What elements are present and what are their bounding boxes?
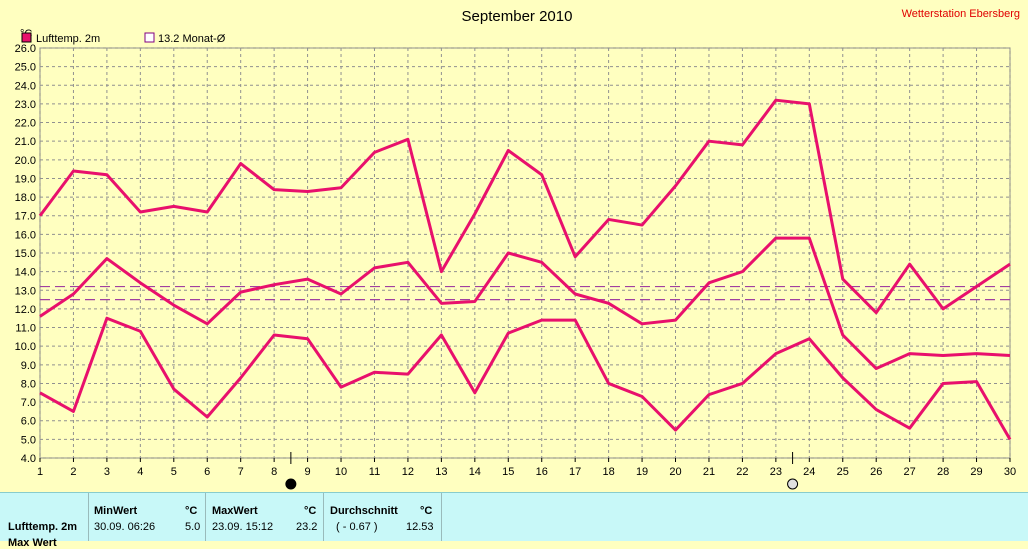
y-tick-label: 11.0 <box>15 323 36 335</box>
x-tick-label: 4 <box>137 466 143 478</box>
y-tick-label: 5.0 <box>21 434 36 446</box>
stats-min-col: MinWert °C 30.09. 06:26 5.0 <box>89 493 206 541</box>
max-value: 23.2 <box>296 521 318 533</box>
x-tick-label: 22 <box>736 466 748 478</box>
y-tick-label: 21.0 <box>15 136 36 148</box>
series-line-mean <box>39 236 1011 371</box>
stats-row-label-2: Max Wert <box>8 537 57 549</box>
x-tick-label: 27 <box>904 466 916 478</box>
avg-value: 12.53 <box>406 521 434 533</box>
x-tick-label: 5 <box>171 466 177 478</box>
x-tick-label: 3 <box>104 466 110 478</box>
series-lines <box>38 98 1012 441</box>
y-tick-label: 9.0 <box>21 360 36 372</box>
y-tick-label: 16.0 <box>15 229 36 241</box>
y-tick-label: 14.0 <box>15 267 36 279</box>
y-axis: 4.0 5.0 6.0 7.0 8.0 9.0 10.0 11.0 12.0 13.0 14.0 15… <box>15 43 36 465</box>
x-tick-label: 15 <box>502 466 514 478</box>
legend-swatch-temp <box>21 32 32 43</box>
x-tick-label: 28 <box>937 466 949 478</box>
chart-title: September 2010 <box>462 8 573 25</box>
y-tick-label: 23.0 <box>15 99 36 111</box>
moon-markers <box>285 452 799 490</box>
y-tick-label: 8.0 <box>21 378 36 390</box>
y-tick-label: 25.0 <box>15 62 36 74</box>
x-tick-label: 9 <box>305 466 311 478</box>
y-tick-label: 10.0 <box>15 341 36 353</box>
full-moon-icon <box>787 478 799 490</box>
x-tick-label: 11 <box>369 466 380 478</box>
series-line-min <box>39 316 1012 441</box>
stats-max-col: MaxWert °C 23.09. 15:12 23.2 <box>206 493 324 541</box>
y-tick-label: 20.0 <box>15 155 36 167</box>
x-axis: 1 2 3 4 5 6 7 8 9 10 11 12 13 14 15 16 17 18 19 20 21 22 23 24 2… <box>37 458 1016 478</box>
min-datetime: 30.09. 06:26 <box>94 521 156 533</box>
stats-panel: Lufttemp. 2m Max Wert MinWert °C 30.09. … <box>0 492 1028 549</box>
max-unit: °C <box>304 505 317 517</box>
new-moon-icon <box>285 478 297 490</box>
min-unit: °C <box>185 505 198 517</box>
y-tick-label: 17.0 <box>15 211 36 223</box>
y-tick-label: 15.0 <box>15 248 36 260</box>
x-tick-label: 19 <box>636 466 648 478</box>
x-tick-label: 14 <box>469 466 481 478</box>
min-header: MinWert <box>94 505 138 517</box>
min-value: 5.0 <box>185 521 201 533</box>
x-tick-label: 8 <box>271 466 277 478</box>
y-tick-label: 7.0 <box>21 397 36 409</box>
x-tick-label: 6 <box>204 466 210 478</box>
plot-area <box>39 47 1011 459</box>
x-tick-label: 18 <box>602 466 614 478</box>
x-tick-label: 17 <box>569 466 581 478</box>
legend-label-avg: 13.2 Monat-Ø <box>158 33 226 45</box>
y-tick-label: 26.0 <box>15 43 36 55</box>
x-tick-label: 16 <box>536 466 548 478</box>
legend-label-temp: Lufttemp. 2m <box>36 33 100 45</box>
x-tick-label: 26 <box>870 466 882 478</box>
avg-unit: °C <box>420 505 433 517</box>
x-tick-label: 10 <box>335 466 347 478</box>
x-tick-label: 25 <box>837 466 849 478</box>
grid <box>39 47 1011 459</box>
x-tick-label: 30 <box>1004 466 1016 478</box>
x-tick-label: 1 <box>37 466 43 478</box>
station-name: Wetterstation Ebersberg <box>902 8 1020 20</box>
y-tick-label: 22.0 <box>15 118 36 130</box>
legend-swatch-avg <box>144 32 155 43</box>
avg-header: Durchschnitt <box>330 505 398 517</box>
x-tick-label: 12 <box>402 466 414 478</box>
x-tick-label: 29 <box>970 466 982 478</box>
x-tick-label: 23 <box>770 466 782 478</box>
max-header: MaxWert <box>212 505 258 517</box>
y-tick-label: 4.0 <box>21 453 36 465</box>
stats-row-label: Lufttemp. 2m <box>8 521 78 533</box>
temperature-chart: 4.05.06.07.08.09.010.011.012.013.014.015… <box>15 8 1020 490</box>
stats-avg-col: Durchschnitt °C ( - 0.67 ) 12.53 <box>324 493 442 541</box>
x-tick-label: 24 <box>803 466 815 478</box>
x-tick-label: 21 <box>703 466 715 478</box>
reference-lines <box>40 285 1010 301</box>
y-tick-label: 6.0 <box>21 416 36 428</box>
series-line-max <box>38 98 1011 315</box>
y-tick-label: 18.0 <box>15 192 36 204</box>
max-datetime: 23.09. 15:12 <box>212 521 274 533</box>
x-tick-label: 7 <box>238 466 244 478</box>
y-tick-label: 13.0 <box>15 285 36 297</box>
stats-row-label-col: Lufttemp. 2m Max Wert <box>0 493 89 549</box>
y-tick-label: 12.0 <box>15 304 36 316</box>
x-tick-label: 13 <box>435 466 447 478</box>
x-tick-label: 2 <box>70 466 76 478</box>
y-tick-label: 24.0 <box>15 80 36 92</box>
x-tick-label: 20 <box>669 466 681 478</box>
avg-extra: ( - 0.67 ) <box>336 521 378 533</box>
y-tick-label: 19.0 <box>15 173 36 185</box>
